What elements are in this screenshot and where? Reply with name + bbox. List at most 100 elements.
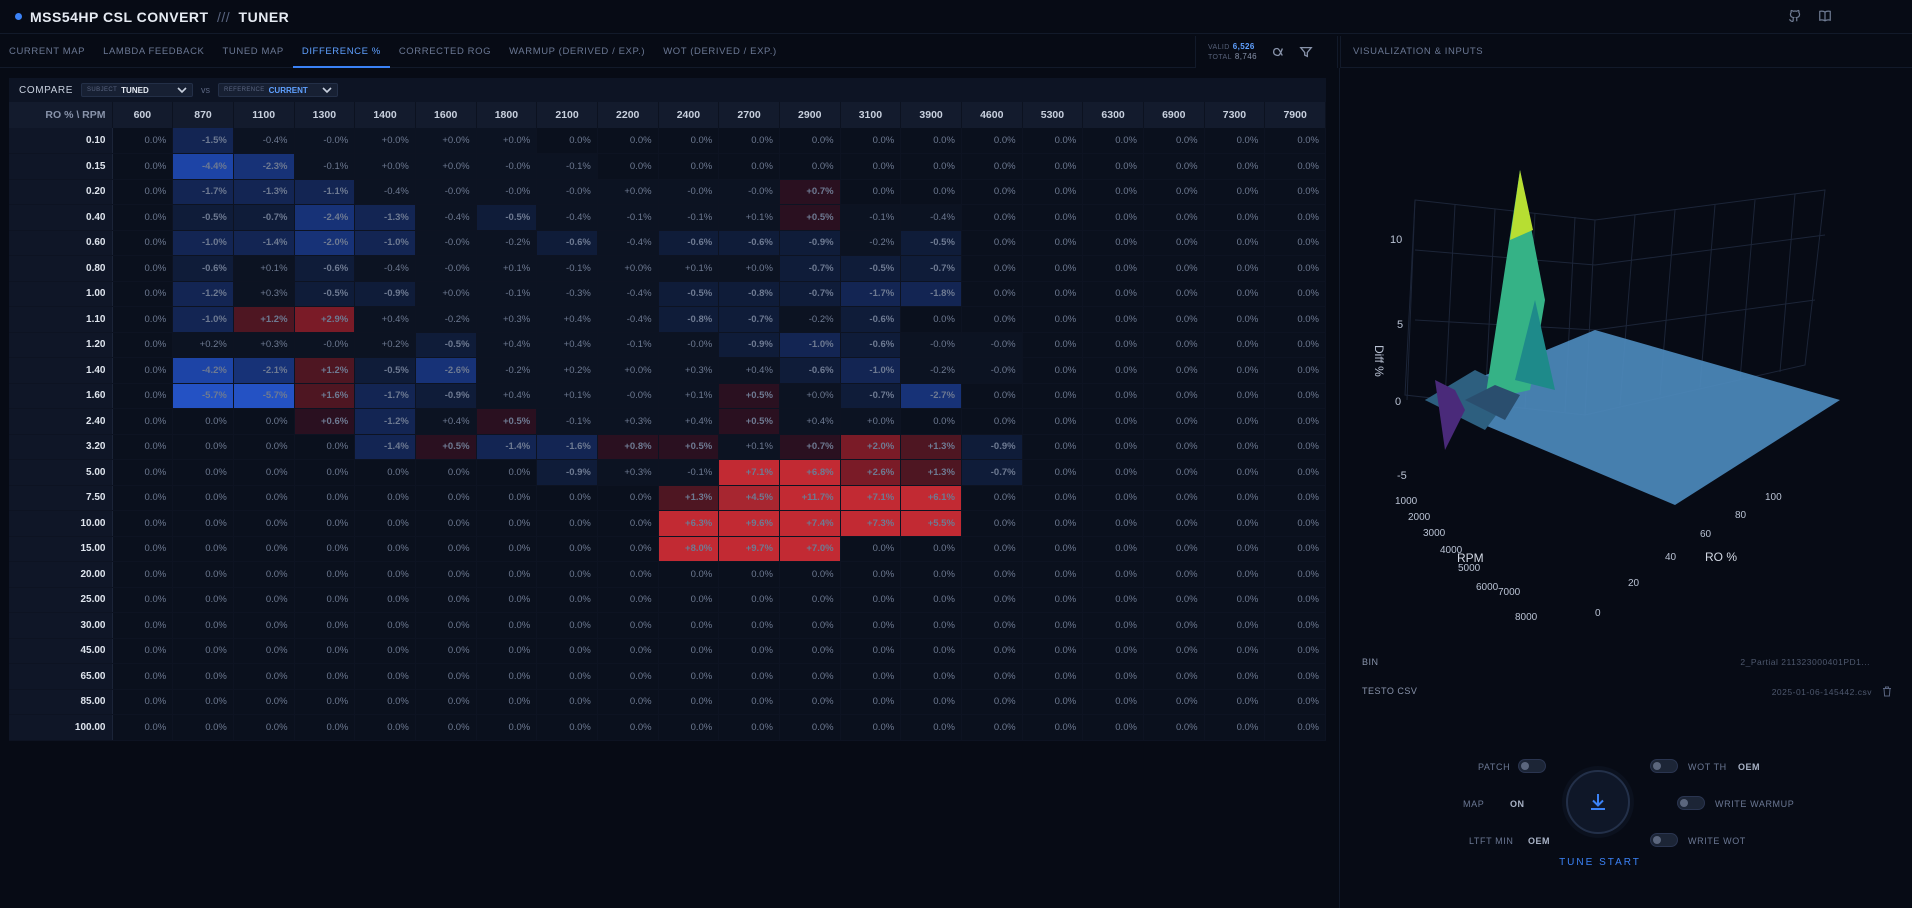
table-cell[interactable]: 0.0% — [233, 536, 295, 562]
table-cell[interactable]: +0.4% — [415, 408, 477, 435]
table-cell[interactable]: +0.0% — [840, 408, 902, 435]
table-cell[interactable]: +1.3% — [900, 459, 962, 486]
table-cell[interactable]: 0.0% — [961, 587, 1023, 613]
table-cell[interactable]: +9.7% — [718, 536, 780, 562]
table-cell[interactable]: 0.0% — [536, 587, 598, 613]
table-cell[interactable]: -1.7% — [840, 281, 902, 307]
table-cell[interactable]: 0.0% — [1204, 306, 1266, 333]
table-cell[interactable]: 0.0% — [476, 638, 538, 664]
table-cell[interactable]: 0.0% — [1204, 663, 1266, 690]
table-cell[interactable]: -0.9% — [415, 383, 477, 409]
table-cell[interactable]: 0.0% — [597, 587, 659, 613]
book-icon[interactable] — [1818, 9, 1832, 23]
table-cell[interactable]: -0.5% — [658, 281, 720, 307]
table-cell[interactable]: 0.0% — [1143, 714, 1205, 741]
table-cell[interactable]: -0.5% — [476, 204, 538, 231]
wot-th-toggle[interactable] — [1650, 759, 1678, 773]
table-cell[interactable]: -0.6% — [294, 255, 356, 282]
table-cell[interactable]: 0.0% — [840, 663, 902, 690]
table-cell[interactable]: 0.0% — [1082, 306, 1144, 333]
table-cell[interactable]: -0.6% — [840, 332, 902, 358]
table-cell[interactable]: 0.0% — [1022, 536, 1084, 562]
table-cell[interactable]: 0.0% — [1022, 255, 1084, 282]
table-cell[interactable]: +6.8% — [779, 459, 841, 486]
table-cell[interactable]: -0.7% — [900, 255, 962, 282]
table-cell[interactable]: +7.1% — [718, 459, 780, 486]
table-cell[interactable]: 0.0% — [1082, 485, 1144, 511]
table-cell[interactable]: -2.7% — [900, 383, 962, 409]
table-cell[interactable]: -1.0% — [779, 332, 841, 358]
table-cell[interactable]: 0.0% — [172, 434, 234, 460]
table-cell[interactable]: +0.7% — [779, 179, 841, 205]
table-cell[interactable]: -0.5% — [900, 230, 962, 256]
table-cell[interactable]: 0.0% — [1022, 638, 1084, 664]
table-cell[interactable]: -1.0% — [354, 230, 416, 256]
table-cell[interactable]: 0.0% — [294, 689, 356, 715]
table-cell[interactable]: 0.0% — [1082, 714, 1144, 741]
table-cell[interactable]: 0.0% — [840, 153, 902, 180]
table-cell[interactable]: 0.0% — [1204, 561, 1266, 588]
table-cell[interactable]: 0.0% — [1204, 179, 1266, 205]
table-cell[interactable]: 0.0% — [1143, 663, 1205, 690]
table-cell[interactable]: +5.5% — [900, 510, 962, 537]
table-cell[interactable]: -0.6% — [172, 255, 234, 282]
table-cell[interactable]: 0.0% — [1204, 204, 1266, 231]
table-cell[interactable]: 0.0% — [112, 153, 174, 180]
table-cell[interactable]: -0.4% — [900, 204, 962, 231]
table-cell[interactable]: 0.0% — [961, 663, 1023, 690]
table-cell[interactable]: +7.4% — [779, 510, 841, 537]
table-cell[interactable]: 0.0% — [718, 128, 780, 154]
table-cell[interactable]: +2.0% — [840, 434, 902, 460]
table-cell[interactable]: +0.1% — [718, 204, 780, 231]
table-cell[interactable]: 0.0% — [294, 663, 356, 690]
table-cell[interactable]: 0.0% — [233, 408, 295, 435]
table-cell[interactable]: -0.5% — [354, 357, 416, 384]
table-cell[interactable]: 0.0% — [415, 536, 477, 562]
table-cell[interactable]: 0.0% — [1022, 689, 1084, 715]
table-cell[interactable]: 0.0% — [233, 714, 295, 741]
table-cell[interactable]: 0.0% — [900, 689, 962, 715]
table-cell[interactable]: 0.0% — [840, 714, 902, 741]
table-cell[interactable]: 0.0% — [900, 587, 962, 613]
table-cell[interactable]: 0.0% — [1143, 638, 1205, 664]
table-cell[interactable]: 0.0% — [1143, 459, 1205, 486]
table-cell[interactable]: -0.9% — [536, 459, 598, 486]
table-cell[interactable]: 0.0% — [1264, 230, 1326, 256]
table-cell[interactable]: 0.0% — [476, 587, 538, 613]
table-cell[interactable]: -0.9% — [779, 230, 841, 256]
table-cell[interactable]: -0.4% — [233, 128, 295, 154]
table-cell[interactable]: +6.3% — [658, 510, 720, 537]
table-cell[interactable]: 0.0% — [354, 536, 416, 562]
table-cell[interactable]: 0.0% — [658, 689, 720, 715]
table-cell[interactable]: 0.0% — [1022, 434, 1084, 460]
table-cell[interactable]: -1.4% — [476, 434, 538, 460]
table-cell[interactable]: +0.0% — [354, 153, 416, 180]
table-cell[interactable]: 0.0% — [1143, 689, 1205, 715]
table-cell[interactable]: 0.0% — [233, 663, 295, 690]
table-cell[interactable]: +0.1% — [476, 255, 538, 282]
table-cell[interactable]: -0.6% — [658, 230, 720, 256]
table-cell[interactable]: 0.0% — [1264, 153, 1326, 180]
table-cell[interactable]: +0.1% — [718, 434, 780, 460]
table-cell[interactable]: 0.0% — [840, 128, 902, 154]
tab-tuned-map[interactable]: TUNED MAP — [222, 45, 284, 57]
table-cell[interactable]: 0.0% — [597, 536, 659, 562]
table-cell[interactable]: 0.0% — [172, 459, 234, 486]
table-cell[interactable]: +0.5% — [476, 408, 538, 435]
table-cell[interactable]: 0.0% — [112, 459, 174, 486]
table-cell[interactable]: -0.7% — [779, 255, 841, 282]
table-cell[interactable]: 0.0% — [233, 561, 295, 588]
table-cell[interactable]: 0.0% — [1022, 510, 1084, 537]
table-cell[interactable]: 0.0% — [1143, 561, 1205, 588]
table-cell[interactable]: -0.2% — [779, 306, 841, 333]
table-cell[interactable]: 0.0% — [779, 128, 841, 154]
table-cell[interactable]: 0.0% — [718, 153, 780, 180]
table-cell[interactable]: 0.0% — [1022, 357, 1084, 384]
table-cell[interactable]: -2.1% — [233, 357, 295, 384]
table-cell[interactable]: -0.9% — [961, 434, 1023, 460]
table-cell[interactable]: -4.2% — [172, 357, 234, 384]
table-cell[interactable]: 0.0% — [658, 587, 720, 613]
table-cell[interactable]: -0.1% — [294, 153, 356, 180]
table-cell[interactable]: 0.0% — [476, 689, 538, 715]
table-cell[interactable]: -0.1% — [536, 408, 598, 435]
